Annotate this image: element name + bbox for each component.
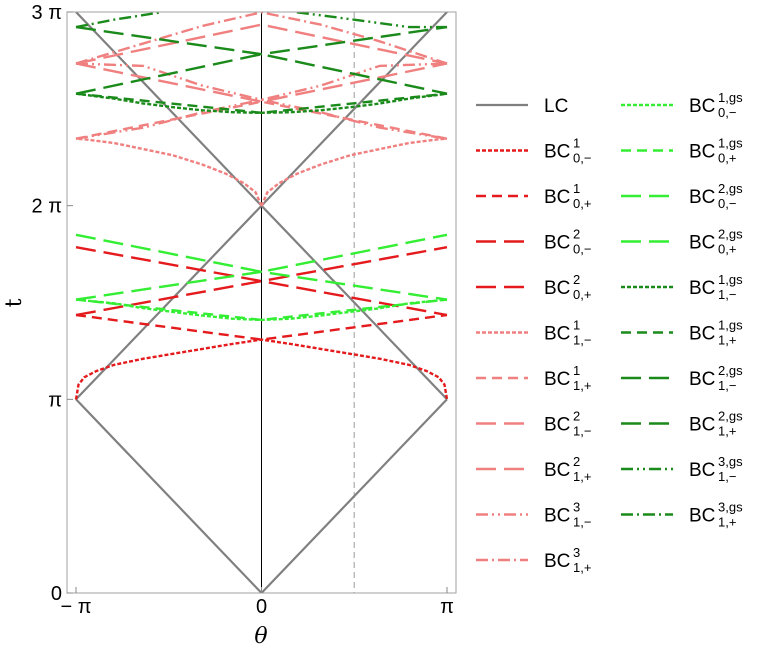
legend: LC BC 1 0,− BC 1 0,+ BC 2 0,− BC 2 0,+ BC 1 1,− BC 1 1,+ BC… bbox=[476, 90, 743, 575]
series-line-2-0 bbox=[75, 313, 448, 341]
series-line-0-0 bbox=[75, 398, 448, 593]
y-tick-label-2: 2 π bbox=[32, 196, 62, 218]
y-tick-label-0: 0 bbox=[51, 583, 62, 605]
series-line-4-0 bbox=[75, 246, 448, 283]
legend-label-8: BC 2 1,+ bbox=[544, 454, 591, 484]
series-line-9-0 bbox=[75, 62, 448, 140]
legend-label-13: BC 2,gs 0,− bbox=[689, 181, 743, 211]
legend-label-5: BC 1 1,− bbox=[544, 318, 591, 348]
series-line-17-0 bbox=[75, 52, 448, 95]
series-line-15-0 bbox=[75, 92, 448, 115]
series-line-18-0 bbox=[75, 25, 448, 56]
series-line-3-0 bbox=[75, 279, 448, 317]
legend-label-15: BC 1,gs 1,− bbox=[689, 272, 743, 302]
y-tick-label-3: 3 π bbox=[32, 2, 62, 24]
x-tick-label-2: π bbox=[440, 596, 454, 618]
series-line-10-0 bbox=[75, 12, 448, 65]
series-line-20-0 bbox=[75, 12, 162, 29]
legend-label-11: BC 1,gs 0,− bbox=[689, 90, 743, 120]
series-line-5-1 bbox=[75, 137, 263, 207]
legend-label-19: BC 3,gs 1,− bbox=[689, 454, 743, 484]
x-axis-title: θ bbox=[254, 624, 267, 649]
legend-label-12: BC 1,gs 0,+ bbox=[689, 136, 743, 166]
series-line-9-1 bbox=[75, 62, 448, 140]
legend-label-17: BC 2,gs 1,− bbox=[689, 363, 743, 393]
x-tick-label-0: − π bbox=[60, 596, 91, 618]
legend-label-3: BC 2 0,− bbox=[544, 227, 591, 257]
series-line-13-0 bbox=[75, 270, 448, 301]
legend-label-4: BC 2 0,+ bbox=[544, 272, 591, 302]
y-tick-label-1: π bbox=[48, 389, 62, 411]
series-line-8-0 bbox=[75, 23, 448, 65]
legend-label-18: BC 2,gs 1,+ bbox=[689, 409, 743, 439]
series-line-11-0 bbox=[75, 298, 448, 322]
series-line-1-0 bbox=[74, 338, 449, 400]
legend-label-1: BC 1 0,− bbox=[544, 136, 591, 166]
y-axis-title: t bbox=[2, 298, 27, 307]
legend-label-6: BC 1 1,+ bbox=[544, 363, 591, 393]
series-line-16-0 bbox=[75, 92, 448, 115]
legend-label-7: BC 2 1,− bbox=[544, 409, 591, 439]
legend-label-16: BC 1,gs 1,+ bbox=[689, 318, 743, 348]
legend-label-2: BC 1 0,+ bbox=[544, 181, 591, 211]
legend-label-9: BC 3 1,− bbox=[544, 500, 591, 530]
legend-label-0: LC bbox=[544, 96, 568, 117]
series-line-7-0 bbox=[75, 62, 448, 103]
legend-label-10: BC 3 1,+ bbox=[544, 545, 591, 575]
x-tick-label-1: 0 bbox=[256, 596, 267, 618]
series-line-14-0 bbox=[75, 233, 448, 274]
legend-label-20: BC 3,gs 1,+ bbox=[689, 500, 743, 530]
series-line-12-0 bbox=[75, 298, 448, 322]
legend-label-14: BC 2,gs 0,+ bbox=[689, 227, 743, 257]
series-line-5-0 bbox=[260, 137, 448, 207]
